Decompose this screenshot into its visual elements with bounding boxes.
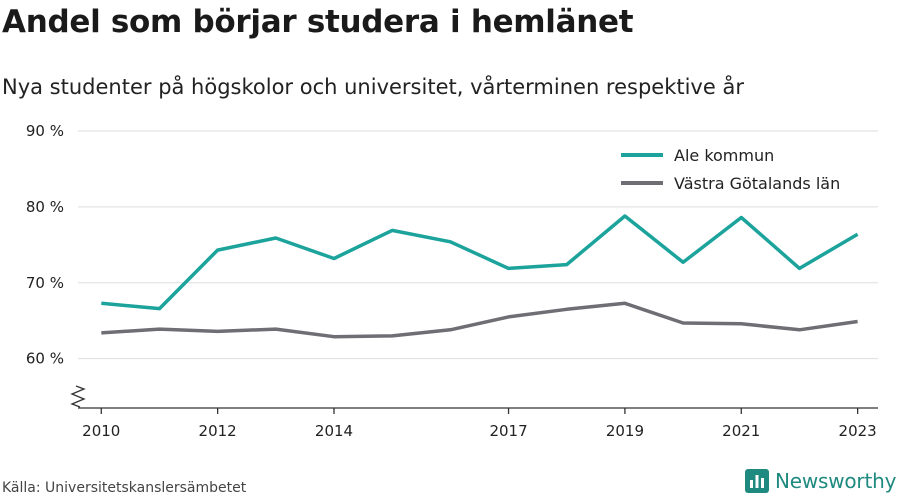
newsworthy-logo: Newsworthy (745, 469, 896, 493)
chart-title: Andel som börjar studera i hemlänet (2, 4, 634, 40)
x-tick-label: 2023 (839, 422, 877, 440)
x-tick-label: 2010 (82, 422, 120, 440)
legend-label: Västra Götalands län (674, 174, 840, 193)
newsworthy-logo-text: Newsworthy (775, 469, 897, 493)
legend: Ale kommun Västra Götalands län (621, 146, 840, 193)
line-chart: 60 % 70 % 80 % 90 % 2010 2012 2014 2017 2019 202… (26, 122, 878, 440)
series-line-1 (101, 301, 858, 339)
x-tick-label: 2019 (606, 422, 644, 440)
y-tick-label: 70 % (26, 274, 64, 292)
chart-subtitle: Nya studenter på högskolor och universit… (2, 75, 744, 99)
x-tick-label: 2014 (315, 422, 353, 440)
series-lines (101, 214, 859, 339)
x-tick-label: 2017 (489, 422, 527, 440)
y-tick-label: 90 % (26, 122, 64, 140)
x-tick-label: 2012 (199, 422, 237, 440)
gridlines: 60 % 70 % 80 % 90 % (26, 122, 878, 408)
source-note: Källa: Universitetskanslersämbetet (2, 480, 247, 496)
y-tick-label: 80 % (26, 198, 64, 216)
axis-break-icon (70, 385, 86, 408)
y-tick-label: 60 % (26, 350, 64, 368)
x-axis: 2010 2012 2014 2017 2019 2021 2023 (78, 407, 878, 440)
newsworthy-logo-icon (745, 469, 769, 493)
x-tick-label: 2021 (722, 422, 760, 440)
legend-label: Ale kommun (674, 146, 774, 165)
series-line-0 (101, 214, 859, 311)
